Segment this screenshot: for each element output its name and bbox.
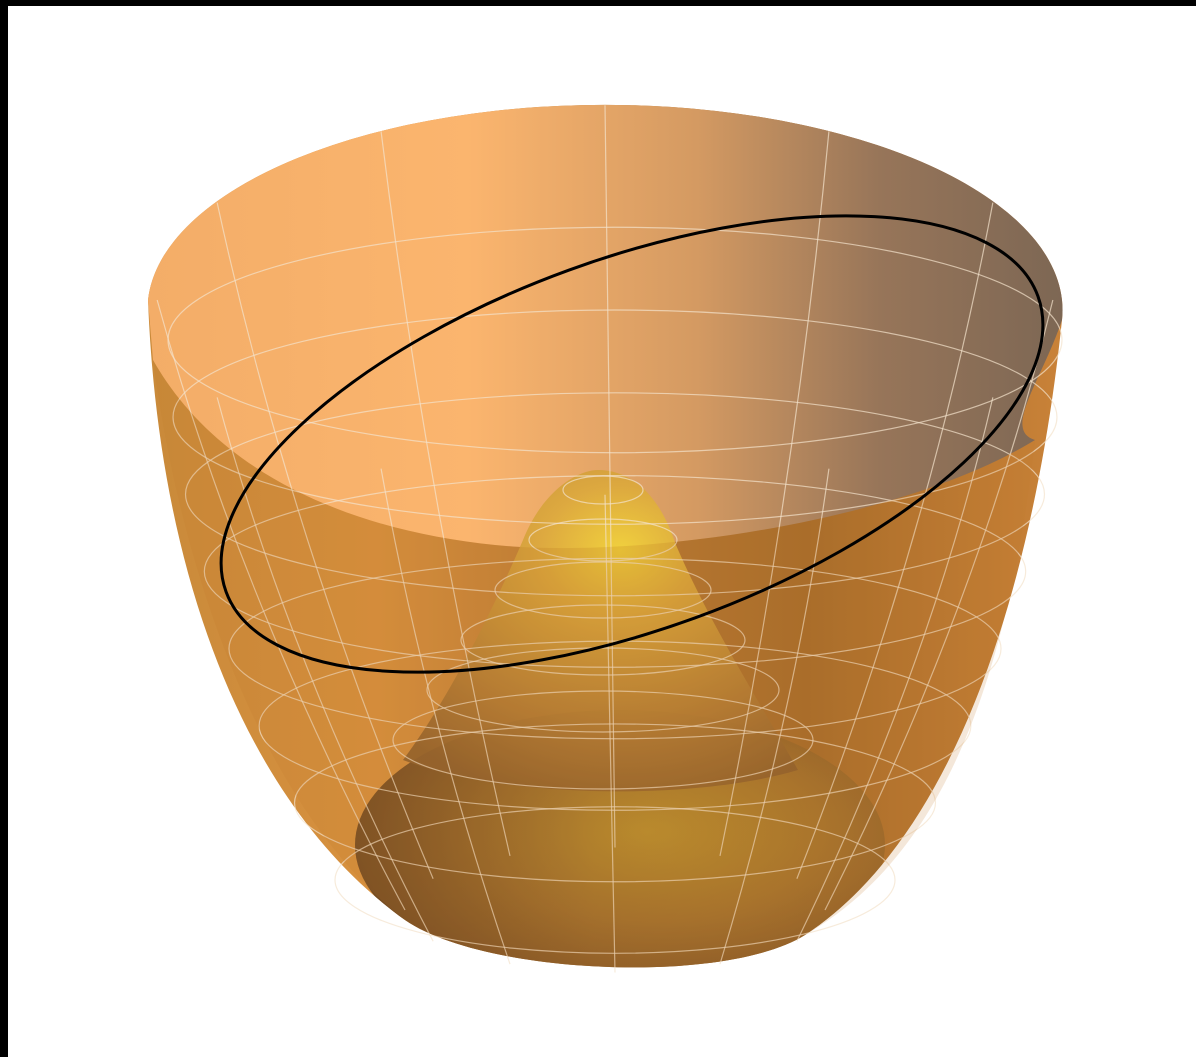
surface-mesh-lines xyxy=(156,105,1063,973)
mesh-ring-hump xyxy=(494,561,712,619)
mesh-ring xyxy=(184,392,1046,597)
mesh-meridian xyxy=(216,202,434,879)
mesh-meridian xyxy=(380,468,511,965)
mesh-meridian xyxy=(604,105,616,848)
mesh-ring-hump xyxy=(460,604,746,676)
mesh-ring xyxy=(172,309,1058,525)
orbit-curve xyxy=(219,214,1045,674)
mesh-meridian xyxy=(719,468,830,965)
central-hump xyxy=(403,470,798,792)
mesh-ring-hump xyxy=(562,475,644,505)
mesh-meridian xyxy=(796,397,994,942)
mesh-meridian xyxy=(824,299,1054,911)
mesh-ring-hump xyxy=(392,690,814,790)
mesh-ring-hump xyxy=(528,518,678,562)
mesh-meridian xyxy=(719,131,830,856)
mesh-meridian xyxy=(380,131,511,857)
mesh-meridian xyxy=(796,202,994,879)
front-wall-veil xyxy=(153,360,1035,968)
bowl-surface xyxy=(148,104,1063,973)
mesh-ring xyxy=(203,474,1027,668)
mesh-meridian xyxy=(604,494,616,973)
mesh-ring xyxy=(293,723,937,883)
mesh-ring xyxy=(228,557,1002,740)
mesh-meridian xyxy=(156,299,406,911)
mesh-meridian xyxy=(216,397,434,942)
